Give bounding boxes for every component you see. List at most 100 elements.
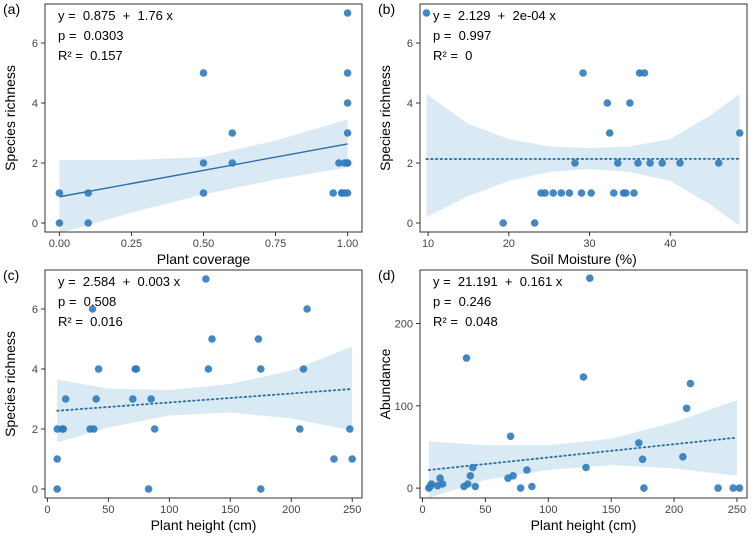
data-point	[61, 395, 70, 403]
data-point	[59, 425, 68, 433]
regression-annotation: p = 0.0303	[58, 28, 123, 43]
data-point	[557, 189, 566, 197]
data-point	[509, 472, 517, 480]
data-point	[506, 432, 515, 441]
y-tick-label: 100	[395, 401, 413, 413]
data-point	[427, 480, 436, 488]
x-tick-label: 0.50	[193, 238, 214, 250]
y-tick-label: 200	[395, 319, 413, 331]
data-point	[565, 189, 574, 197]
data-point	[714, 159, 723, 167]
data-point	[626, 99, 634, 107]
y-tick-label: 4	[32, 98, 38, 110]
regression-annotation: y = 2.129 + 2e-04 x	[433, 8, 556, 23]
data-point	[329, 189, 338, 197]
panel-label: (c)	[3, 267, 19, 283]
x-tick-label: 200	[282, 504, 300, 516]
data-point	[257, 365, 265, 373]
data-point	[132, 365, 141, 373]
y-tick-label: 4	[407, 98, 413, 110]
data-point	[579, 373, 588, 381]
data-point	[679, 453, 687, 461]
x-tick-label: 250	[728, 504, 746, 516]
data-point	[346, 425, 354, 433]
data-point	[549, 189, 557, 197]
data-point	[228, 159, 237, 167]
data-point	[343, 129, 352, 137]
x-axis-label: Soil Moisture (%)	[530, 251, 637, 267]
x-axis-label: Plant height (cm)	[531, 517, 637, 533]
data-point	[438, 480, 447, 488]
x-tick-label: 40	[664, 238, 676, 250]
data-point	[299, 365, 308, 373]
data-point	[343, 69, 352, 77]
y-tick-label: 4	[32, 364, 38, 376]
data-point	[343, 189, 352, 197]
data-point	[729, 484, 737, 492]
data-point	[436, 474, 444, 483]
data-point	[53, 455, 61, 463]
data-point	[630, 189, 638, 197]
x-tick-label: 200	[665, 504, 683, 516]
regression-line	[56, 388, 354, 412]
data-point	[228, 129, 237, 137]
y-axis-label: Species richness	[377, 65, 393, 171]
x-tick-label: 1.00	[337, 238, 358, 250]
x-tick-label: 50	[479, 504, 491, 516]
regression-annotation: y = 0.875 + 1.76 x	[58, 8, 173, 23]
data-point	[84, 189, 92, 197]
regression-annotation: y = 21.191 + 0.161 x	[433, 274, 563, 289]
confidence-band	[59, 119, 348, 232]
data-point	[614, 159, 622, 167]
regression-line	[427, 436, 738, 471]
x-tick-label: 250	[343, 504, 361, 516]
x-tick-label: 0.75	[265, 238, 286, 250]
data-point	[348, 455, 357, 463]
y-axis-label: Species richness	[2, 331, 18, 437]
data-point	[587, 189, 595, 197]
y-tick-label: 0	[32, 218, 38, 230]
x-tick-label: 150	[221, 504, 239, 516]
x-tick-label: 10	[422, 238, 434, 250]
y-tick-label: 0	[32, 484, 38, 496]
data-point	[343, 99, 352, 107]
panel-label: (d)	[378, 267, 395, 283]
regression-annotation: p = 0.246	[433, 294, 491, 309]
data-point	[422, 9, 431, 17]
data-point	[640, 484, 648, 492]
data-point	[208, 335, 216, 343]
x-axis-label: Plant height (cm)	[151, 517, 257, 533]
data-point	[254, 335, 263, 343]
data-point	[330, 455, 338, 463]
data-point	[658, 159, 666, 167]
data-point	[257, 485, 265, 493]
data-point	[462, 354, 471, 362]
data-point	[55, 219, 64, 227]
data-point	[577, 189, 586, 197]
regression-annotation: y = 2.584 + 0.003 x	[58, 274, 181, 289]
data-point	[94, 365, 103, 373]
data-point	[204, 365, 213, 373]
y-tick-label: 2	[32, 158, 38, 170]
data-point	[610, 189, 618, 197]
panel-a: 0.00 0.25 0.50 0.75 1.00 0 2 4 6 Plant coverage Sp…	[2, 1, 363, 267]
data-point	[634, 159, 642, 167]
x-tick-label: 100	[160, 504, 178, 516]
y-tick-label: 0	[407, 483, 413, 495]
regression-annotation: p = 0.508	[58, 294, 116, 309]
data-point	[530, 219, 539, 227]
data-point	[199, 159, 208, 167]
y-axis-label: Abundance	[377, 348, 393, 419]
data-point	[635, 439, 643, 447]
plot-frame	[419, 3, 748, 233]
data-point	[296, 425, 304, 433]
data-point	[676, 159, 684, 167]
y-tick-label: 6	[407, 38, 413, 50]
data-point	[199, 69, 208, 77]
y-axis-label: Species richness	[2, 65, 18, 171]
panel-d: 0 50 100 150 200 250 0 100 200 Plant height (cm) A…	[377, 267, 748, 533]
data-point	[638, 455, 647, 464]
data-point	[499, 219, 508, 227]
panel-b: 10 20 30 40 0 2 4 6 Soil Moisture (%) Species ric…	[377, 1, 748, 267]
